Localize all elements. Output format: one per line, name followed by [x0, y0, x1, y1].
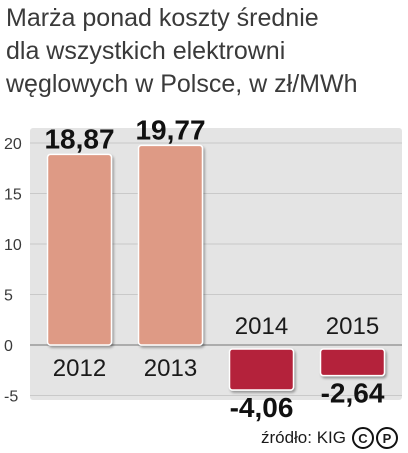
title-line-1: Marża ponad koszty średnie [6, 4, 319, 32]
value-label: -2,64 [321, 378, 385, 409]
copyright-p-icon: P [376, 427, 398, 449]
bar-2014 [228, 348, 295, 391]
y-tick-label: 20 [4, 136, 22, 153]
y-tick-label: 0 [4, 338, 13, 355]
y-tick-label: 10 [4, 237, 22, 254]
title-line-2: dla wszystkich elektrowni [6, 37, 286, 65]
copyright-c-icon: C [352, 427, 374, 449]
y-tick-label: 15 [4, 187, 22, 204]
category-label: 2013 [144, 355, 197, 382]
source-credit: źródło: KIG C P [261, 427, 398, 449]
y-tick-label: -5 [4, 389, 18, 406]
value-label: -4,06 [230, 392, 294, 423]
value-label: 19,77 [135, 114, 205, 145]
category-label: 2014 [235, 313, 288, 340]
license-icon: C P [352, 427, 398, 449]
bar-2013 [137, 144, 204, 346]
value-label: 18,87 [44, 123, 114, 154]
category-label: 2015 [326, 313, 379, 340]
bar-2012 [46, 153, 113, 346]
bar-2015 [319, 348, 386, 377]
source-text: źródło: KIG [260, 428, 346, 447]
plot-background [30, 128, 402, 400]
chart-title: Marża ponad koszty średnie dla wszystkic… [6, 2, 406, 101]
category-label: 2012 [53, 355, 106, 382]
y-tick-label: 5 [4, 288, 13, 305]
title-line-3: węglowych w Polsce, w zł/MWh [6, 70, 358, 98]
